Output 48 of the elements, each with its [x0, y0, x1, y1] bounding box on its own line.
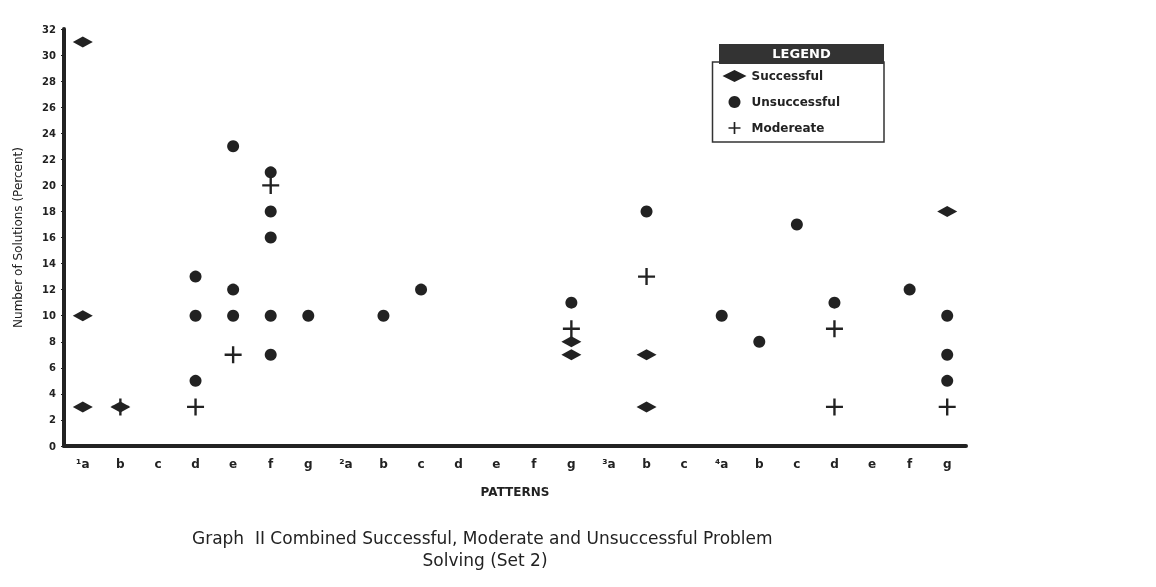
x-tick-label: b: [642, 457, 652, 471]
x-tick-label: c: [417, 457, 425, 471]
y-tick-label: 12: [42, 284, 57, 296]
y-tick-label: 28: [42, 75, 57, 87]
x-tick-label: c: [680, 457, 688, 471]
y-tick-label: 30: [42, 49, 57, 61]
x-tick-label: f: [531, 457, 538, 471]
y-tick-label: 20: [42, 179, 57, 191]
y-tick-label: 18: [42, 205, 57, 217]
x-tick-label: f: [907, 457, 914, 471]
x-tick-label: c: [154, 457, 162, 471]
legend-label: Modereate: [751, 121, 825, 135]
legend-label: Unsuccessful: [751, 95, 840, 109]
x-tick-label: d: [830, 457, 839, 471]
y-tick-label: 0: [49, 440, 57, 452]
y-tick-label: 26: [42, 101, 57, 113]
x-tick-label: e: [229, 457, 238, 471]
x-tick-label: e: [492, 457, 501, 471]
x-axis-title: PATTERNS: [480, 485, 550, 499]
x-tick-label: ⁴a: [715, 457, 729, 471]
x-tick-label: g: [303, 457, 313, 471]
x-tick-label: e: [867, 457, 877, 471]
x-tick-label: g: [567, 457, 576, 471]
x-tick-label: ²a: [339, 457, 353, 471]
legend-header: LEGEND: [719, 44, 884, 64]
x-tick-label: c: [793, 457, 801, 471]
x-tick-label: d: [191, 457, 200, 471]
y-tick-label: 2: [49, 414, 57, 426]
y-tick-label: 4: [49, 388, 57, 400]
x-tick-label: b: [754, 457, 764, 471]
y-tick-label: 22: [42, 153, 57, 165]
y-tick-label: 24: [42, 127, 57, 139]
y-tick-label: 6: [49, 362, 57, 374]
x-tick-label: d: [454, 457, 463, 471]
legend-label: Successful: [751, 69, 824, 83]
x-tick-label: ³a: [602, 457, 616, 471]
y-tick-label: 8: [49, 336, 57, 348]
y-tick-label: 14: [42, 258, 57, 270]
x-tick-label: g: [942, 457, 952, 471]
x-tick-label: f: [268, 457, 275, 471]
y-tick-label: 16: [42, 232, 57, 243]
x-tick-label: b: [379, 457, 389, 471]
text: Graph II Combined Successful, Moderate and Unsuccessful Problem Solving (Set 2): [191, 528, 779, 570]
x-tick-label: ¹a: [76, 457, 90, 471]
y-tick-label: 32: [42, 23, 57, 35]
y-axis-title: Number of Solutions (Percent): [11, 147, 25, 328]
x-tick-label: b: [116, 457, 126, 471]
y-tick-label: 10: [42, 310, 57, 322]
